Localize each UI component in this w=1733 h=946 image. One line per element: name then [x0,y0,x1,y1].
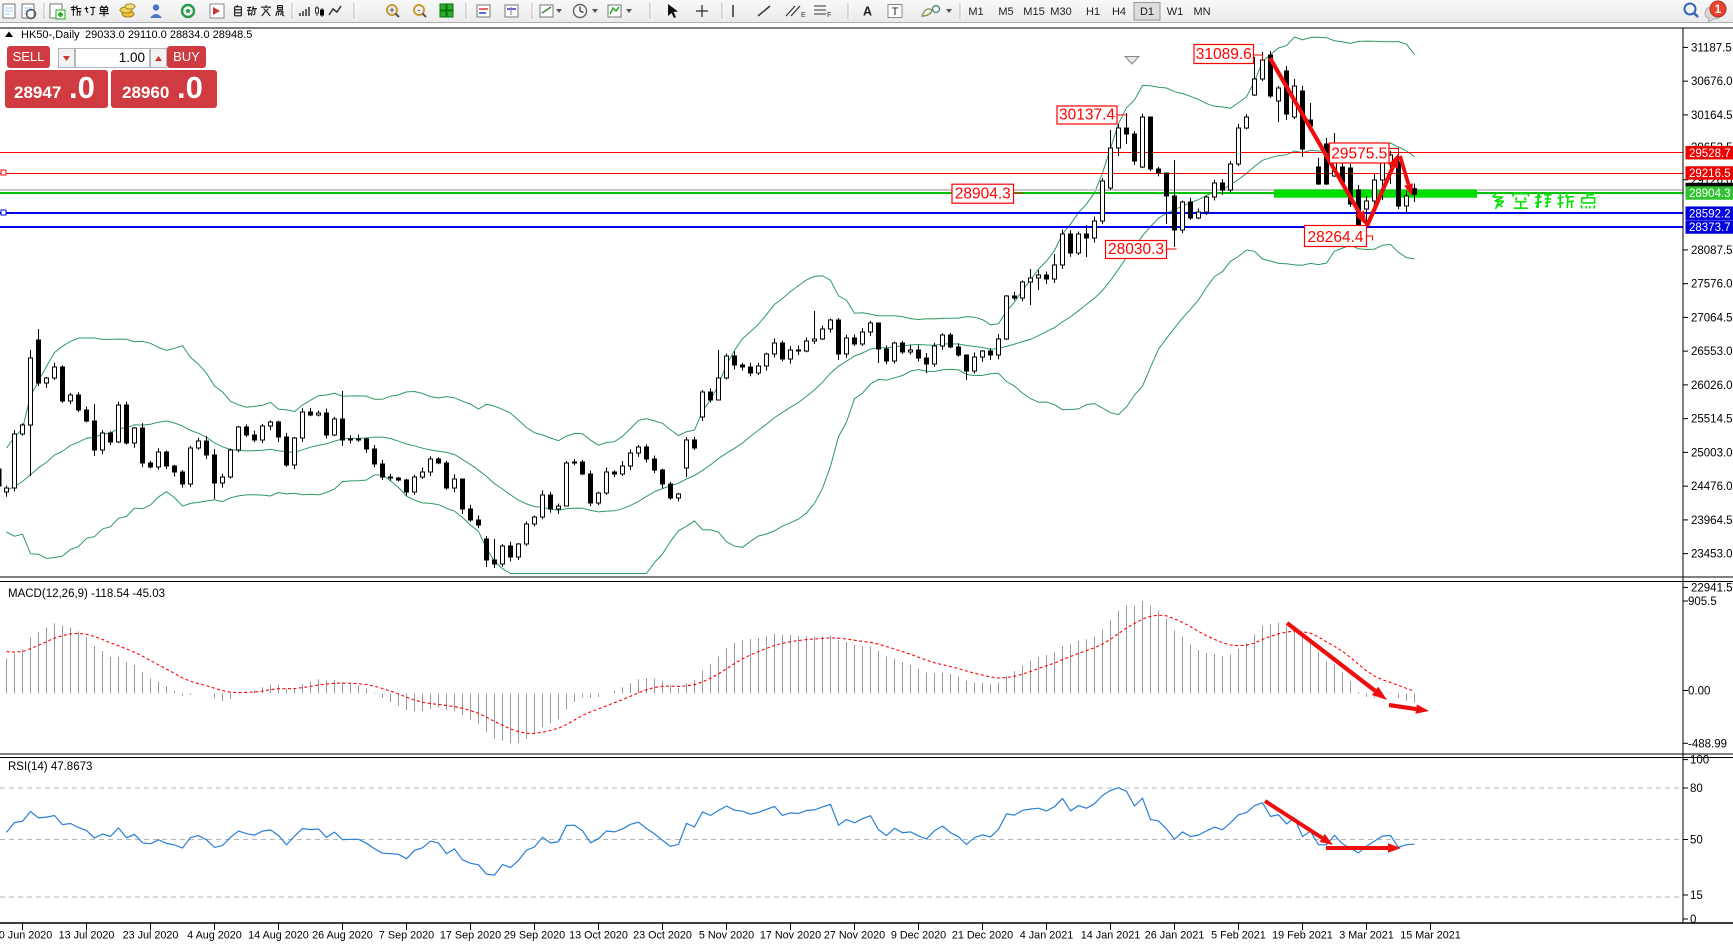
svg-text:-488.99: -488.99 [1688,738,1727,750]
svg-text:15 Mar 2021: 15 Mar 2021 [1400,930,1461,942]
svg-text:H4: H4 [1112,6,1126,18]
svg-text:HK50-,Daily: HK50-,Daily [21,29,80,41]
svg-text:29033.0 29110.0 28834.0 28948.: 29033.0 29110.0 28834.0 28948.5 [85,29,252,41]
svg-text:100: 100 [1690,755,1709,767]
svg-text:22941.5: 22941.5 [1691,582,1733,594]
svg-text:28030.3: 28030.3 [1108,241,1164,258]
svg-text:27064.5: 27064.5 [1691,312,1733,324]
svg-text:H1: H1 [1086,6,1100,18]
svg-text:31089.6: 31089.6 [1196,46,1252,63]
svg-text:15: 15 [1690,890,1703,902]
svg-text:80: 80 [1690,783,1703,795]
svg-text:29528.7: 29528.7 [1689,148,1731,160]
svg-text:17 Nov 2020: 17 Nov 2020 [760,930,821,942]
svg-text:25514.5: 25514.5 [1691,414,1733,426]
svg-text:MN: MN [1193,6,1210,18]
svg-text:9 Dec 2020: 9 Dec 2020 [891,930,946,942]
svg-text:0: 0 [1690,914,1696,926]
svg-text:7 Sep 2020: 7 Sep 2020 [379,930,434,942]
svg-text:3 Mar 2021: 3 Mar 2021 [1339,930,1394,942]
svg-text:29216.5: 29216.5 [1689,168,1731,180]
svg-text:D1: D1 [1140,6,1154,18]
svg-text:50: 50 [1690,835,1703,847]
svg-text:28373.7: 28373.7 [1689,222,1731,234]
svg-text:RSI(14) 47.8673: RSI(14) 47.8673 [8,761,92,773]
svg-text:-: - [418,5,421,15]
svg-text:26 Aug 2020: 26 Aug 2020 [312,930,373,942]
svg-text:29575.5: 29575.5 [1331,146,1387,163]
svg-text:23 Jul 2020: 23 Jul 2020 [123,930,179,942]
svg-text:A: A [863,5,872,19]
svg-text:5 Feb 2021: 5 Feb 2021 [1211,930,1266,942]
svg-text:5 Nov 2020: 5 Nov 2020 [699,930,754,942]
svg-text:14 Jan 2021: 14 Jan 2021 [1081,930,1140,942]
svg-text:27 Nov 2020: 27 Nov 2020 [824,930,885,942]
svg-text:M1: M1 [968,6,983,18]
svg-text:23 Oct 2020: 23 Oct 2020 [633,930,692,942]
svg-text:30164.5: 30164.5 [1691,110,1733,122]
svg-text:30137.4: 30137.4 [1059,107,1115,124]
svg-text:M30: M30 [1050,6,1071,18]
svg-text:21 Dec 2020: 21 Dec 2020 [952,930,1013,942]
svg-text:30 Jun 2020: 30 Jun 2020 [0,930,52,942]
svg-text:26553.0: 26553.0 [1691,346,1733,358]
svg-text:0.00: 0.00 [1688,686,1710,698]
svg-text:24476.0: 24476.0 [1691,481,1733,493]
svg-text:14 Aug 2020: 14 Aug 2020 [248,930,309,942]
svg-text:4 Aug 2020: 4 Aug 2020 [187,930,242,942]
svg-text:T: T [892,6,899,18]
svg-text:27576.0: 27576.0 [1691,279,1733,291]
svg-text:905.5: 905.5 [1688,596,1717,608]
svg-text:E: E [801,12,806,19]
svg-text:31187.5: 31187.5 [1691,42,1732,54]
svg-text:1: 1 [1715,4,1722,16]
svg-text:17 Sep 2020: 17 Sep 2020 [440,930,501,942]
svg-text:23964.5: 23964.5 [1691,515,1733,527]
svg-text:23453.0: 23453.0 [1691,549,1733,561]
svg-text:26026.0: 26026.0 [1691,380,1733,392]
svg-text:28087.5: 28087.5 [1691,245,1733,257]
svg-text:M15: M15 [1023,6,1044,18]
svg-text:13 Jul 2020: 13 Jul 2020 [59,930,115,942]
svg-text:28264.4: 28264.4 [1307,229,1363,246]
svg-text:MACD(12,26,9) -118.54 -45.03: MACD(12,26,9) -118.54 -45.03 [8,588,165,600]
svg-text:26 Jan 2021: 26 Jan 2021 [1145,930,1204,942]
svg-text:29 Sep 2020: 29 Sep 2020 [504,930,565,942]
svg-text:13 Oct 2020: 13 Oct 2020 [569,930,628,942]
svg-text:19 Feb 2021: 19 Feb 2021 [1272,930,1333,942]
svg-text:4 Jan 2021: 4 Jan 2021 [1020,930,1073,942]
svg-text:28592.2: 28592.2 [1689,208,1731,220]
svg-text:F: F [827,12,831,19]
svg-text:M5: M5 [998,6,1013,18]
svg-text:W1: W1 [1167,6,1184,18]
svg-text:25003.0: 25003.0 [1691,447,1733,459]
svg-text:28904.3: 28904.3 [955,186,1011,203]
svg-text:30676.0: 30676.0 [1691,76,1733,88]
svg-text:+: + [389,5,394,15]
svg-text:28904.3: 28904.3 [1689,188,1731,200]
